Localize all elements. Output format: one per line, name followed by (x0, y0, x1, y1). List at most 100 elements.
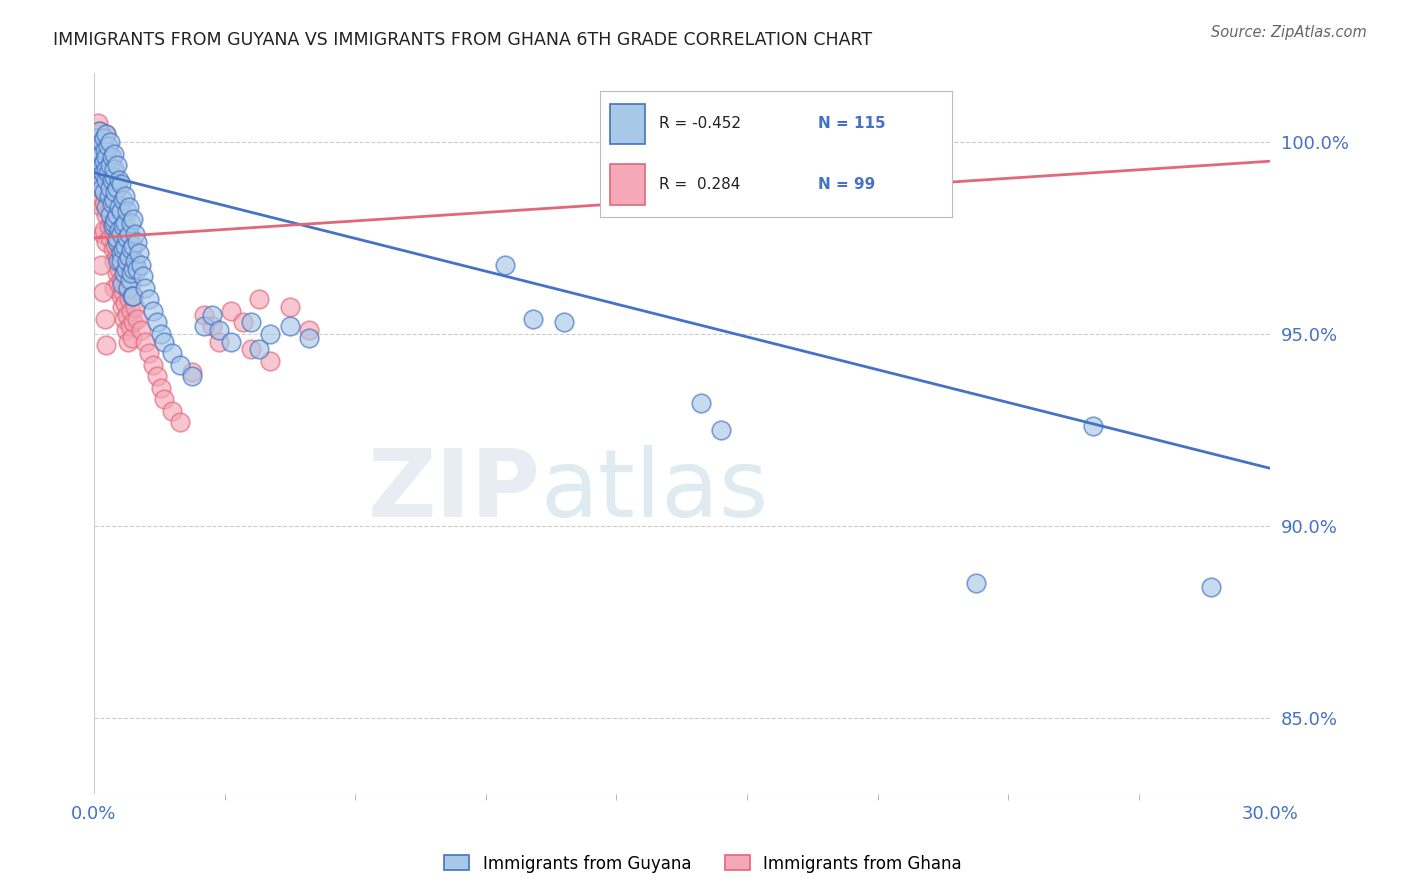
Point (100, 208, 122, 222)
Point (90, 135, 112, 149)
Point (120, 277, 142, 291)
Point (97, 193, 120, 207)
Point (114, 216, 136, 230)
Point (122, 315, 145, 329)
Point (104, 211, 127, 226)
Point (115, 231, 138, 245)
Point (103, 281, 125, 295)
Point (90, 158, 112, 172)
Point (100, 173, 122, 187)
Point (162, 403, 184, 417)
Point (110, 219, 132, 234)
Point (278, 300, 301, 314)
Point (87, 143, 110, 157)
Point (138, 293, 160, 307)
Point (90, 181, 112, 195)
Point (97, 166, 120, 180)
Point (96, 161, 118, 176)
Point (90, 258, 112, 272)
Point (87, 169, 110, 184)
Point (108, 200, 131, 214)
Point (100, 188, 122, 202)
Point (153, 334, 176, 349)
Text: ZIP: ZIP (368, 445, 541, 537)
Point (110, 178, 132, 192)
Point (112, 231, 135, 245)
Point (298, 331, 321, 345)
Point (710, 423, 733, 437)
Point (112, 193, 135, 207)
Point (107, 181, 129, 195)
Point (259, 353, 281, 368)
Point (105, 235, 128, 249)
Point (100, 161, 122, 176)
Point (97, 166, 120, 180)
Point (789, 104, 811, 119)
Point (93, 131, 115, 145)
Point (232, 315, 254, 329)
Point (118, 227, 141, 241)
Point (200, 308, 222, 322)
Point (114, 266, 136, 280)
Point (110, 204, 132, 219)
Point (89, 181, 111, 195)
Point (125, 261, 148, 276)
Point (142, 358, 165, 372)
Point (91, 285, 114, 299)
Point (128, 246, 150, 260)
Point (117, 334, 139, 349)
Point (129, 258, 152, 272)
Point (118, 200, 141, 214)
Legend: Immigrants from Guyana, Immigrants from Ghana: Immigrants from Guyana, Immigrants from … (437, 848, 969, 880)
Point (120, 304, 142, 318)
Point (94, 311, 117, 326)
Point (145, 315, 167, 329)
Point (142, 304, 165, 318)
Point (208, 323, 231, 337)
Point (93, 223, 115, 237)
Point (180, 369, 202, 384)
Point (91, 166, 114, 180)
Point (94, 154, 117, 169)
Point (193, 319, 215, 334)
Point (90, 173, 112, 187)
Point (115, 323, 138, 337)
Point (121, 288, 143, 302)
Point (125, 311, 148, 326)
Point (239, 343, 262, 357)
Point (690, 396, 713, 410)
Point (118, 250, 141, 264)
Point (93, 196, 115, 211)
Point (107, 196, 129, 211)
Point (101, 219, 124, 234)
Point (87, 116, 110, 130)
Point (124, 300, 146, 314)
Point (108, 223, 131, 237)
Point (100, 231, 122, 245)
Point (94, 154, 117, 169)
Point (108, 235, 131, 249)
Point (118, 273, 141, 287)
Point (103, 161, 125, 176)
Point (104, 185, 127, 199)
Point (149, 326, 172, 341)
Point (98, 178, 121, 192)
Point (153, 392, 176, 406)
Point (114, 238, 136, 252)
Point (107, 208, 129, 222)
Point (97, 188, 120, 202)
Point (111, 300, 134, 314)
Point (104, 211, 127, 226)
Point (120, 266, 142, 280)
Point (108, 208, 131, 222)
Point (118, 293, 141, 307)
Point (115, 261, 138, 276)
Point (89, 123, 111, 137)
Point (93, 185, 115, 199)
Point (111, 277, 134, 291)
Point (1199, 580, 1222, 594)
Text: atlas: atlas (541, 445, 769, 537)
Point (298, 323, 321, 337)
Point (169, 415, 191, 429)
Point (145, 369, 167, 384)
